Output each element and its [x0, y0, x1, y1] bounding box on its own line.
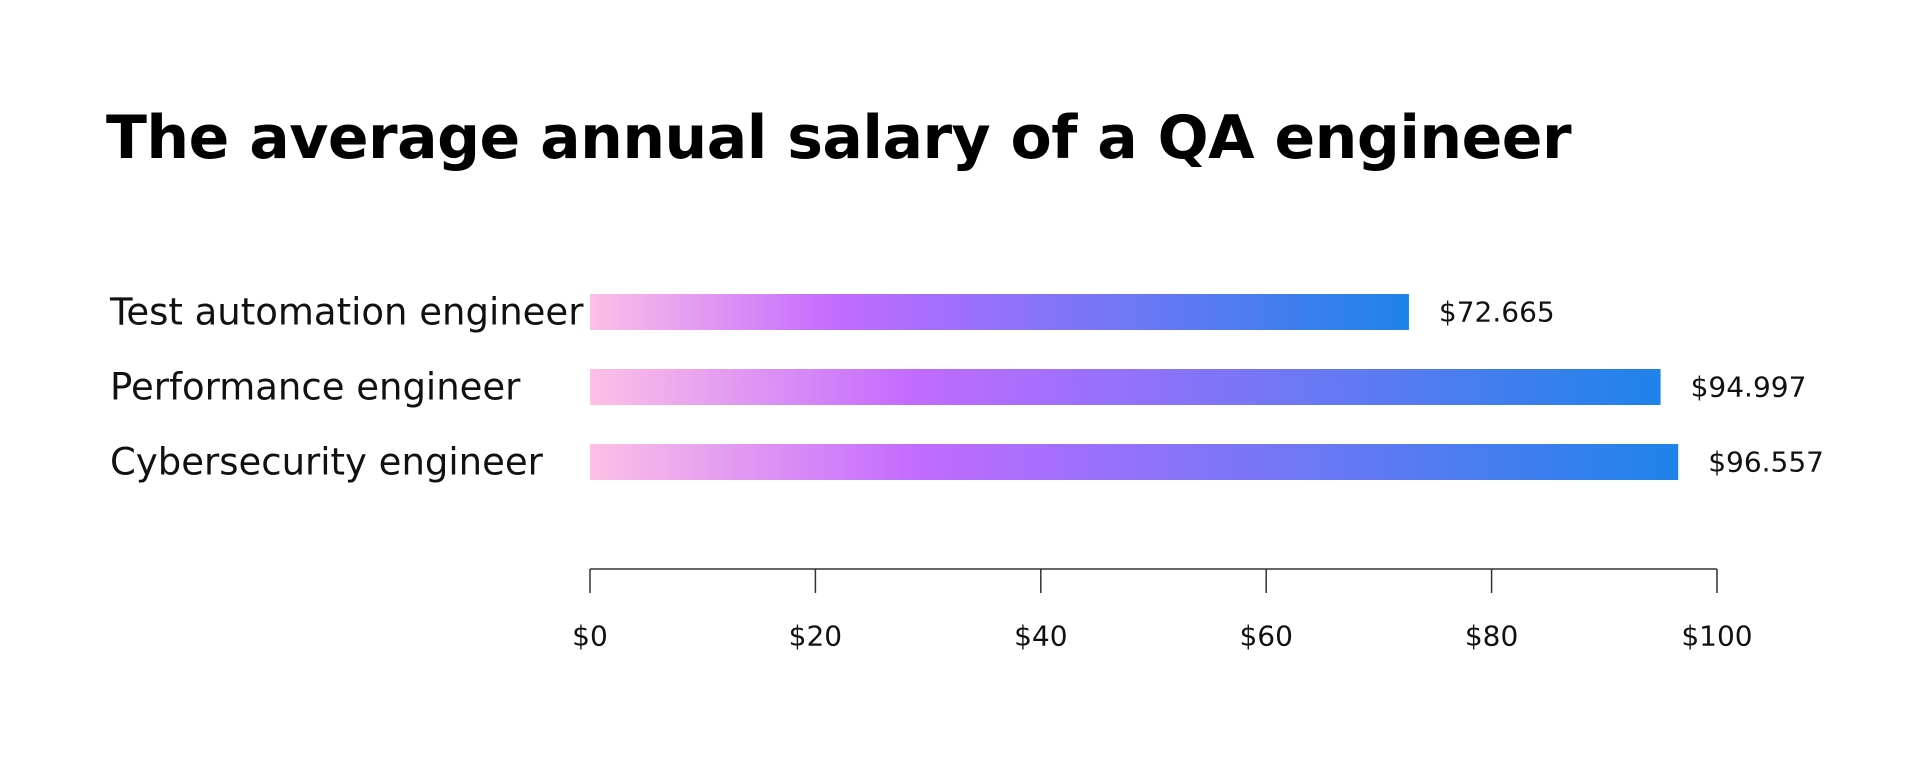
x-tick-label: $0	[572, 620, 608, 653]
bar-value-label: $94.997	[1691, 371, 1807, 404]
x-tick-label: $40	[1014, 620, 1067, 653]
bars-layer: Test automation engineer $72.665 Performan…	[109, 291, 1824, 484]
x-tick-label: $60	[1239, 620, 1292, 653]
bar-value-label: $72.665	[1439, 296, 1555, 329]
category-label: Performance engineer	[110, 366, 521, 409]
bar	[590, 444, 1679, 480]
chart-title: The average annual salary of a QA engine…	[106, 103, 1572, 173]
bar	[590, 294, 1409, 330]
category-label: Test automation engineer	[109, 291, 584, 334]
x-tick-label: $20	[789, 620, 842, 653]
x-tick-label: $80	[1465, 620, 1518, 653]
bar-value-label: $96.557	[1708, 446, 1824, 479]
x-axis: $0 $20 $40 $60 $80 $100	[572, 568, 1753, 653]
bar	[590, 369, 1661, 405]
category-label: Cybersecurity engineer	[110, 441, 544, 484]
x-tick-label: $100	[1681, 620, 1752, 653]
